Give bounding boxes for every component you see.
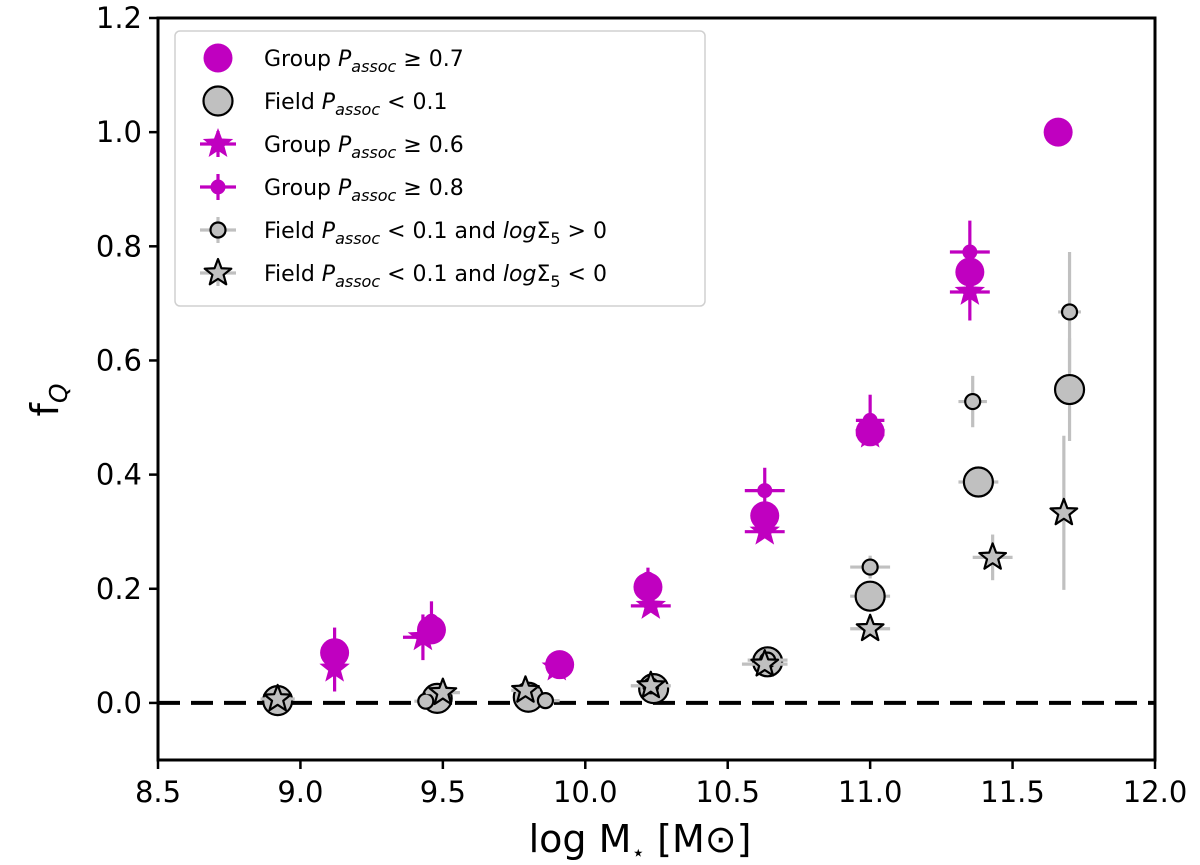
data-point <box>640 571 656 587</box>
legend-marker <box>203 43 233 73</box>
legend-label: Group Passoc ≥ 0.7 <box>264 47 464 76</box>
series-3 <box>327 220 990 668</box>
data-point <box>635 589 667 619</box>
legend-marker <box>209 221 227 239</box>
x-tick-label: 8.5 <box>135 775 181 809</box>
legend-marker <box>203 257 233 286</box>
data-point <box>423 613 439 629</box>
series-1 <box>262 338 1086 717</box>
legend-label: Field Passoc < 0.1 <box>264 90 448 119</box>
y-tick-label: 0.4 <box>96 458 142 492</box>
legend-marker <box>202 128 234 157</box>
y-tick-label: 1.0 <box>96 115 142 149</box>
data-point <box>964 392 982 411</box>
data-point <box>428 677 458 706</box>
y-tick-label: 0.0 <box>96 686 142 720</box>
data-point <box>962 466 994 498</box>
legend-marker <box>202 85 234 117</box>
data-point <box>511 675 540 703</box>
plot-area <box>158 117 1155 717</box>
y-tick-label: 0.2 <box>96 572 142 606</box>
x-tick-label: 10.0 <box>553 775 618 809</box>
data-point <box>962 244 978 260</box>
legend-entry-3: Group Passoc ≥ 0.8 <box>200 174 464 205</box>
data-point <box>263 683 293 712</box>
data-point <box>861 558 879 576</box>
plot-frame <box>156 16 1157 762</box>
legend-label: Group Passoc ≥ 0.8 <box>264 176 464 205</box>
legend-box <box>174 30 706 307</box>
y-axis-label: fQ <box>23 383 73 416</box>
data-point <box>954 275 986 305</box>
y-tick-label: 0.8 <box>96 229 142 263</box>
data-point <box>978 542 1008 570</box>
data-point <box>1060 303 1079 321</box>
data-point <box>862 412 878 428</box>
x-tick-label: 12.0 <box>1123 775 1188 809</box>
data-point <box>757 483 773 499</box>
x-tick-label: 11.5 <box>980 775 1045 809</box>
data-point <box>1043 117 1073 147</box>
legend-label: Group Passoc ≥ 0.6 <box>264 133 464 162</box>
legend-entry-1: Field Passoc < 0.1 <box>202 85 448 119</box>
axes: 8.5 9.0 9.5 10.0 10.5 11.0 11.5 12.0 0.0 0.2 0.4 0.… <box>96 1 1187 809</box>
data-point <box>536 692 555 710</box>
x-tick-label: 11.0 <box>838 775 903 809</box>
legend-label: Field Passoc < 0.1 and logΣ5 < 0 <box>264 262 607 291</box>
x-tick-label: 9.5 <box>420 775 466 809</box>
legend-entry-5: Field Passoc < 0.1 and logΣ5 < 0 <box>200 257 607 291</box>
y-tick-label: 0.6 <box>96 343 142 377</box>
data-point <box>327 640 343 656</box>
x-axis-label: log M⋆ [M⊙] <box>529 817 752 865</box>
data-point <box>855 613 885 642</box>
legend-marker <box>210 179 226 195</box>
data-point <box>1053 373 1086 406</box>
x-tick-label: 9.0 <box>277 775 323 809</box>
data-point <box>549 652 565 668</box>
data-point <box>854 580 886 612</box>
legend-label: Field Passoc < 0.1 and logΣ5 > 0 <box>264 219 607 248</box>
legend-entry-0: Group Passoc ≥ 0.7 <box>203 43 464 76</box>
x-tick-label: 10.5 <box>695 775 760 809</box>
legend-entry-2: Group Passoc ≥ 0.6 <box>200 128 464 162</box>
data-point <box>636 670 666 699</box>
y-tick-label: 1.2 <box>96 1 142 35</box>
data-point <box>417 692 435 710</box>
data-point <box>1049 497 1079 526</box>
legend-entry-4: Field Passoc < 0.1 and logΣ5 > 0 <box>200 217 607 248</box>
legend: Group Passoc ≥ 0.7 Field Passoc < 0.1 Grou… <box>174 30 706 307</box>
data-point <box>750 649 780 677</box>
data-point <box>749 515 780 545</box>
data-point <box>407 621 439 651</box>
series-5 <box>260 435 1079 712</box>
